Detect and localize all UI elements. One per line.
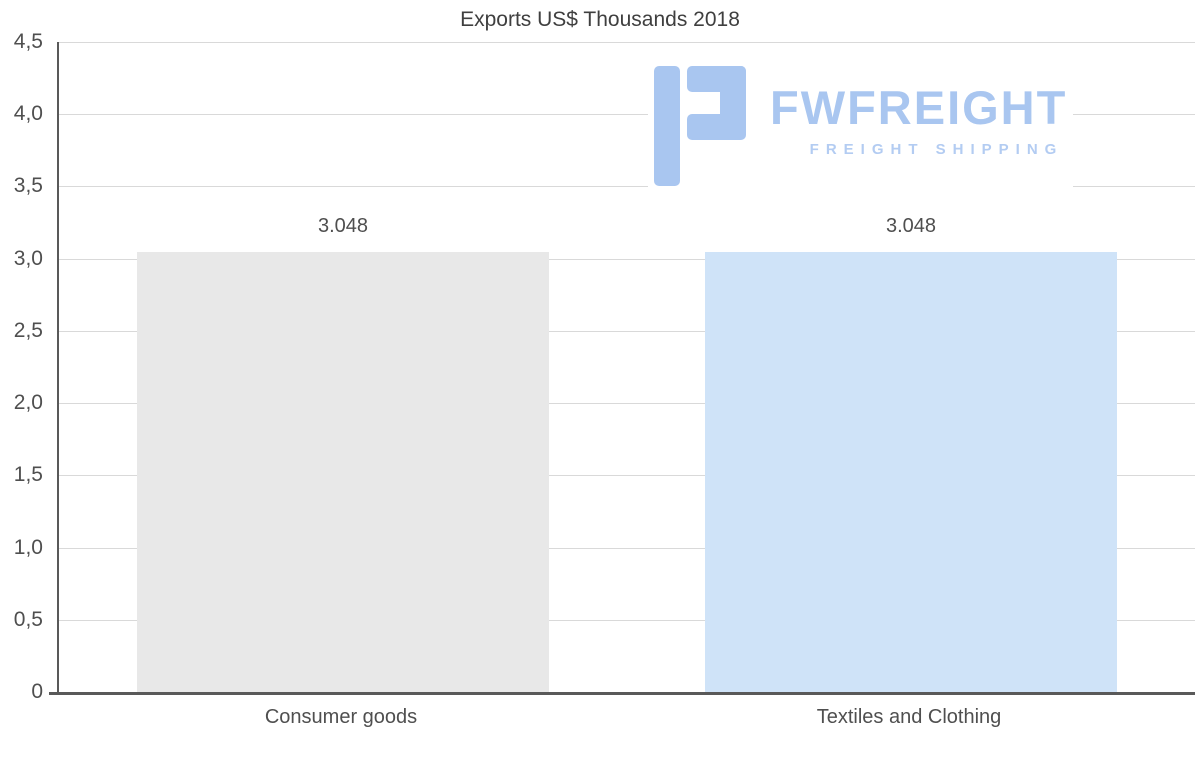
origin-tick (49, 692, 59, 695)
gridline (59, 114, 1195, 116)
y-tick-label: 1,0 (13, 535, 43, 559)
y-tick-label: 3,0 (13, 246, 43, 270)
watermark-logo: FWFREIGHT FREIGHT SHIPPING (648, 62, 1074, 190)
gridline (59, 619, 1195, 621)
category-label: Textiles and Clothing (816, 706, 1002, 728)
y-tick-label: 1,5 (13, 463, 43, 487)
y-tick-label: 0,5 (13, 607, 43, 631)
category-label: Consumer goods (264, 706, 418, 728)
bar-value-label: 3.048 (317, 214, 369, 237)
gridline (59, 186, 1195, 188)
logo-tagline: FREIGHT SHIPPING (809, 141, 1064, 158)
x-axis-labels: Consumer goods Textiles and Clothing (57, 700, 1193, 740)
gridline (59, 330, 1195, 332)
fwfreight-logo-icon (654, 66, 746, 186)
bar-textiles-and-clothing (705, 251, 1117, 692)
y-tick-label: 2,5 (13, 318, 43, 342)
bar-value-label: 3.048 (885, 214, 937, 237)
y-tick-label: 4,5 (13, 30, 43, 53)
y-axis: 0 0,5 1,0 1,5 2,0 2,5 3,0 3,5 4,0 4,5 (0, 30, 55, 703)
gridline (59, 475, 1195, 477)
bar-consumer-goods (137, 251, 549, 692)
y-tick-label: 3,5 (13, 174, 43, 198)
y-tick-label: 0 (31, 680, 43, 703)
plot-area: 3.048 3.048 (49, 42, 1195, 695)
gridline (59, 547, 1195, 549)
y-tick-label: 2,0 (13, 391, 43, 415)
y-tick-label: 4,0 (13, 102, 43, 126)
chart-title: Exports US$ Thousands 2018 (460, 8, 740, 31)
logo-name: FWFREIGHT (770, 81, 1068, 134)
logo-text: FWFREIGHT FREIGHT SHIPPING (770, 66, 1067, 158)
gridline (59, 403, 1195, 405)
gridline (59, 42, 1195, 43)
gridline (59, 258, 1195, 260)
